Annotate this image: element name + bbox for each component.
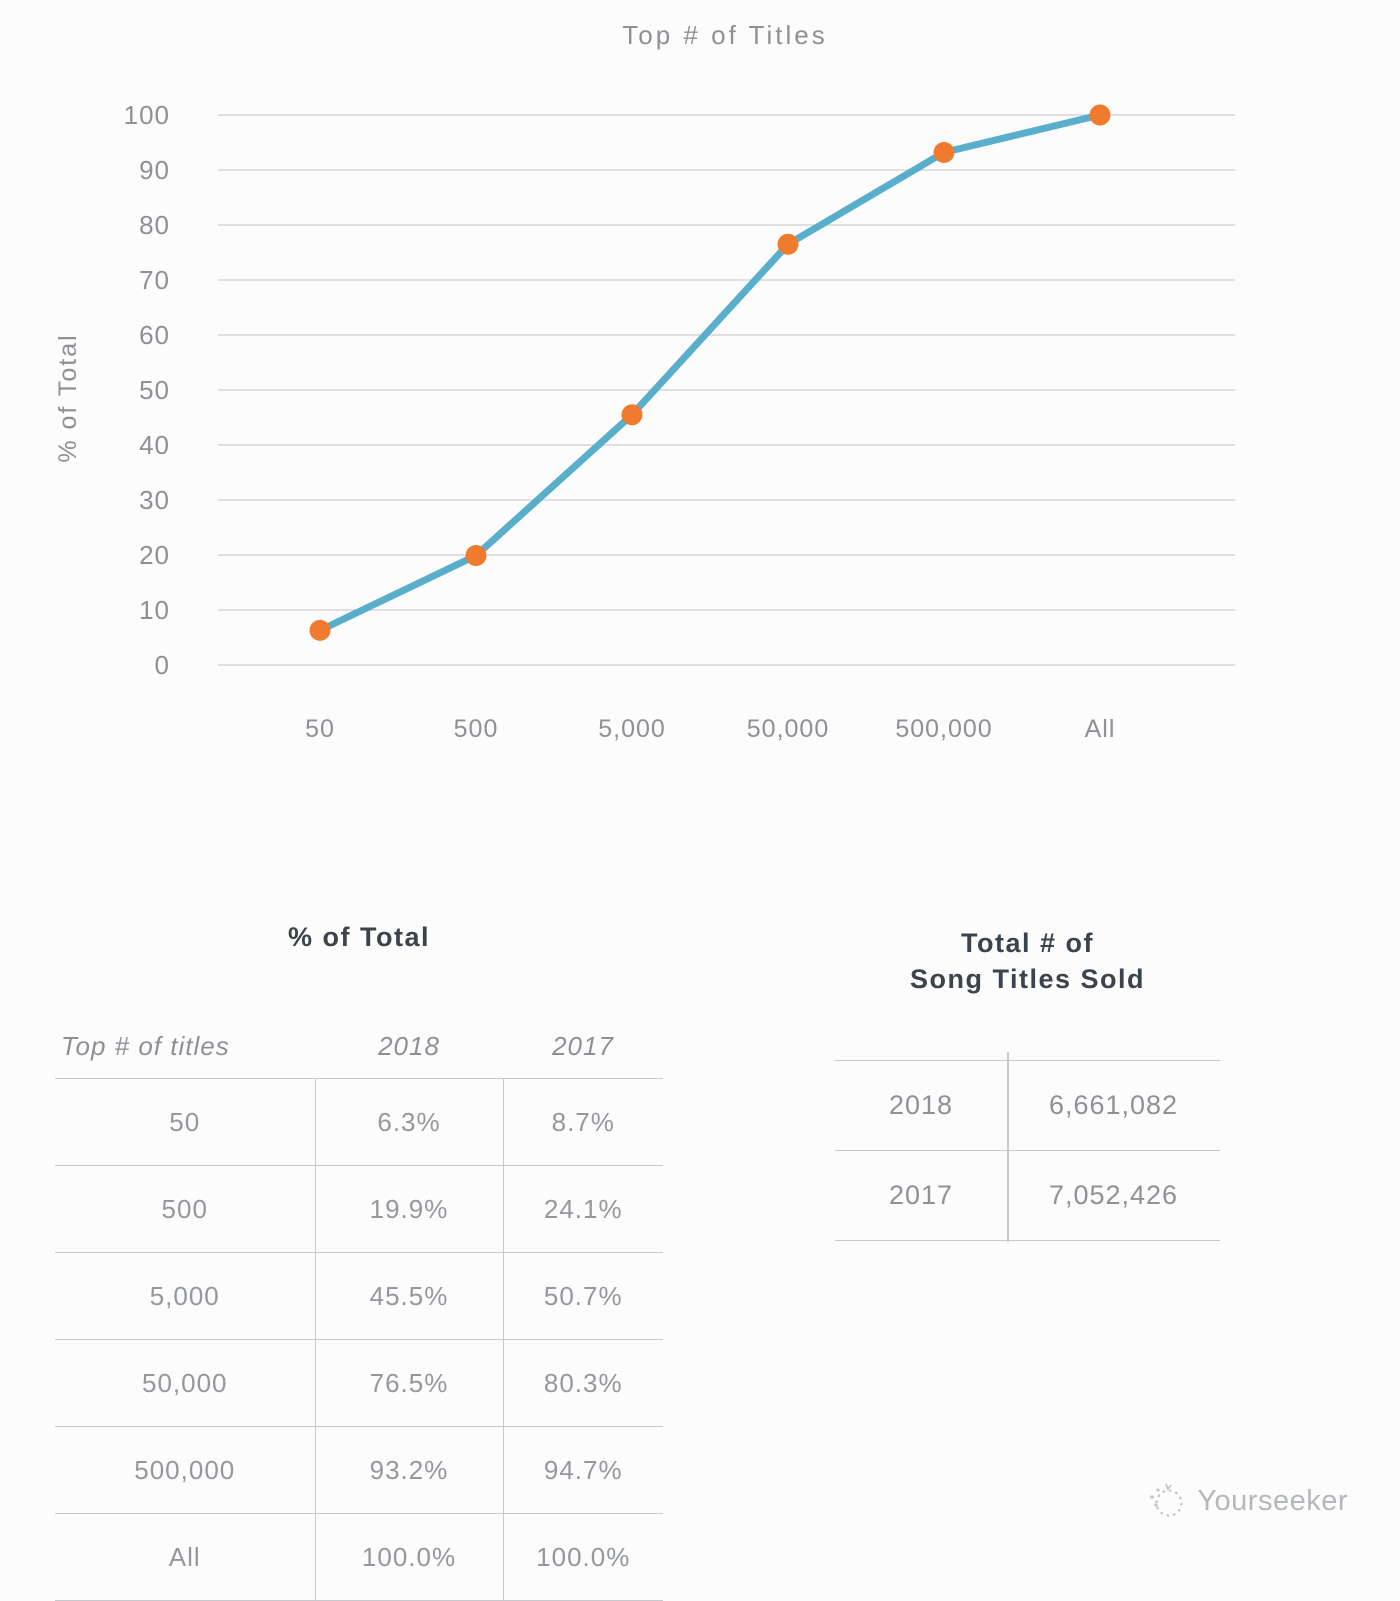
percent-value: 24.1% (503, 1165, 663, 1253)
y-tick-label: 10 (139, 595, 170, 625)
table-row: 500,000 93.2% 94.7% (55, 1426, 663, 1514)
table-row: 50 6.3% 8.7% (55, 1078, 663, 1166)
year-label: 2017 (835, 1150, 1007, 1241)
percent-value: 80.3% (503, 1339, 663, 1427)
percent-value: 8.7% (503, 1078, 663, 1166)
data-point (933, 141, 955, 163)
row-label: 50 (55, 1078, 315, 1166)
percent-value: 100.0% (314, 1513, 504, 1601)
data-line (316, 111, 1104, 634)
x-tick-label: 500,000 (895, 715, 992, 743)
percent-value: 93.2% (314, 1426, 504, 1514)
data-point (309, 619, 331, 641)
column-header-2017: 2017 (503, 992, 663, 1079)
percent-value: 100.0% (503, 1513, 663, 1601)
x-tick-label: All (1085, 715, 1116, 743)
percent-value: 76.5% (314, 1339, 504, 1427)
sold-table-divider (1007, 1052, 1009, 1242)
column-header-top-titles: Top # of titles (55, 992, 315, 1079)
y-axis-label: % of Total (54, 333, 82, 462)
row-label: 5,000 (55, 1252, 315, 1340)
titles-sold-value: 7,052,426 (1007, 1150, 1220, 1241)
column-header-2018: 2018 (315, 992, 503, 1079)
table-row: 500 19.9% 24.1% (55, 1165, 663, 1253)
data-point (777, 233, 799, 255)
chart-title: Top # of Titles (622, 20, 827, 50)
sold-table-title: Total # of Song Titles Sold (835, 925, 1220, 997)
y-tick-label: 60 (139, 320, 170, 350)
sold-table-title-line2: Song Titles Sold (909, 964, 1146, 994)
titles-sold-value: 6,661,082 (1007, 1060, 1220, 1151)
row-label: 500,000 (55, 1426, 315, 1514)
x-tick-label: 500 (454, 715, 499, 743)
x-tick-label: 50,000 (747, 715, 829, 743)
sold-table-title-line1: Total # of (961, 928, 1094, 958)
watermark-label: Yourseeker (1197, 1484, 1348, 1517)
y-tick-label: 0 (155, 650, 170, 680)
x-tick-label: 50 (305, 715, 335, 743)
percent-table-title: % of Total (288, 922, 430, 952)
percent-value: 19.9% (314, 1165, 504, 1253)
data-point (1089, 104, 1111, 126)
y-tick-label: 40 (139, 430, 170, 460)
percent-table: Top # of titles 2018 2017 50 6.3% 8.7% 500 1… (55, 992, 663, 1601)
sold-table-section: Total # of Song Titles Sold 2018 6,661,08… (835, 925, 1220, 1242)
sold-table: 2018 6,661,082 2017 7,052,426 (835, 1060, 1220, 1241)
y-tick-label: 50 (139, 375, 170, 405)
data-point (621, 404, 643, 426)
row-label: 500 (55, 1165, 315, 1253)
y-tick-label: 70 (139, 265, 170, 295)
table-row: 50,000 76.5% 80.3% (55, 1339, 663, 1427)
percent-value: 6.3% (314, 1078, 504, 1166)
line-chart: 0 10 20 30 40 50 60 70 80 90 100 50 500 5,000 50,000 50… (0, 0, 1400, 800)
year-label: 2018 (835, 1060, 1007, 1151)
percent-value: 50.7% (503, 1252, 663, 1340)
percent-value: 94.7% (503, 1426, 663, 1514)
row-label: All (55, 1513, 315, 1601)
row-label: 50,000 (55, 1339, 315, 1427)
y-tick-label: 100 (124, 100, 170, 130)
y-tick-label: 80 (139, 210, 170, 240)
watermark: Yourseeker (1146, 1480, 1348, 1522)
data-point (465, 545, 487, 567)
table-row: 2018 6,661,082 (835, 1060, 1220, 1151)
y-tick-label: 30 (139, 485, 170, 515)
y-tick-label: 20 (139, 540, 170, 570)
percent-value: 45.5% (314, 1252, 504, 1340)
table-row: All 100.0% 100.0% (55, 1513, 663, 1601)
y-tick-label: 90 (139, 155, 170, 185)
percent-table-header-row: Top # of titles 2018 2017 (55, 992, 663, 1079)
table-row: 2017 7,052,426 (835, 1150, 1220, 1241)
x-tick-label: 5,000 (598, 715, 666, 743)
watermark-logo-icon (1150, 1483, 1183, 1517)
table-row: 5,000 45.5% 50.7% (55, 1252, 663, 1340)
